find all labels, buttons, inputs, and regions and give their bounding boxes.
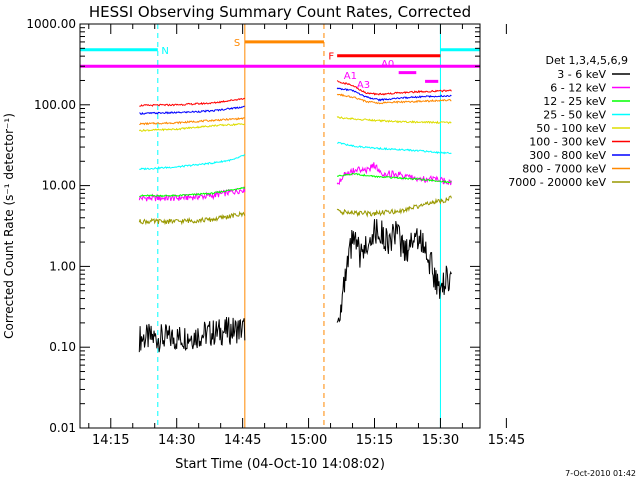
y-axis-label: Corrected Count Rate (s⁻¹ detector⁻¹) — [2, 113, 16, 339]
series-line — [336, 116, 452, 125]
x-tick-label: 14:15 — [92, 433, 129, 448]
series-line — [336, 162, 452, 186]
series-line — [138, 123, 245, 132]
legend-label: 3 - 6 keV — [557, 68, 606, 81]
series-line — [139, 117, 245, 126]
y-tick-label: 0.01 — [49, 421, 76, 435]
legend-label: 300 - 800 keV — [529, 149, 606, 162]
legend-label: 100 - 300 keV — [529, 136, 606, 149]
state-label: A0 — [381, 59, 394, 70]
series-line — [139, 97, 246, 107]
series-line — [139, 186, 246, 198]
x-axis: 14:15 14:30 14:45 15:00 15:15 15:30 15:45 — [88, 24, 525, 448]
x-tick-label: 14:30 — [158, 433, 195, 448]
legend-label: 12 - 25 keV — [543, 95, 606, 108]
series-line — [139, 105, 245, 115]
series-line — [336, 93, 452, 105]
y-tick-label: 0.10 — [49, 340, 76, 354]
legend-label: 6 - 12 keV — [550, 82, 606, 95]
series-line — [336, 219, 452, 323]
legend-title: Det 1,3,4,5,6,9 — [545, 54, 628, 67]
x-tick-label: 15:45 — [488, 433, 525, 448]
x-tick-label: 15:00 — [290, 433, 327, 448]
series-line — [138, 316, 246, 353]
legend-label: 7000 - 20000 keV — [508, 176, 606, 189]
y-tick-label: 100.00 — [34, 98, 76, 112]
series-line — [336, 80, 452, 96]
chart-title: HESSI Observing Summary Count Rates, Cor… — [89, 3, 471, 21]
series-line — [138, 210, 246, 226]
state-label: A3 — [357, 80, 370, 91]
series-line — [139, 154, 246, 171]
y-axis: 0.01 0.10 1.00 10.00 100.00 1000.00 — [26, 17, 480, 435]
state-label: A1 — [344, 71, 357, 82]
series-line — [337, 141, 452, 155]
x-tick-label: 14:45 — [224, 433, 261, 448]
legend-label: 25 - 50 keV — [543, 109, 606, 122]
legend-label: 50 - 100 keV — [536, 122, 606, 135]
legend-label: 800 - 7000 keV — [522, 163, 606, 176]
series-line — [336, 87, 452, 102]
state-label: S — [234, 38, 240, 49]
footer-date: 7-Oct-2010 01:42 — [565, 469, 636, 478]
state-label: N — [161, 46, 168, 57]
y-tick-label: 1.00 — [49, 259, 76, 273]
series-line — [336, 195, 452, 218]
y-tick-label: 1000.00 — [26, 17, 76, 31]
x-axis-label: Start Time (04-Oct-10 14:08:02) — [175, 457, 385, 472]
series-line — [336, 172, 452, 184]
plot-frame — [79, 23, 481, 429]
x-tick-label: 15:30 — [422, 433, 459, 448]
x-tick-label: 15:15 — [356, 433, 393, 448]
y-tick-label: 10.00 — [42, 179, 76, 193]
state-label: F — [328, 52, 334, 63]
